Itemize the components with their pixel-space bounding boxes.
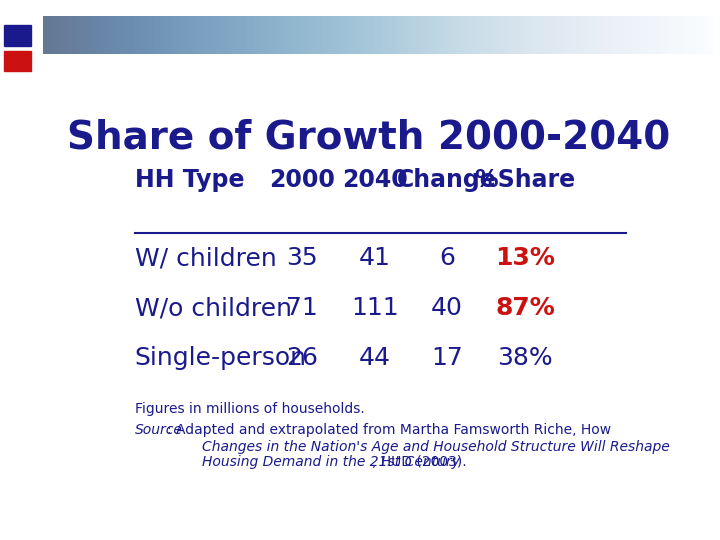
- Text: 26: 26: [286, 346, 318, 370]
- Text: 44: 44: [359, 346, 390, 370]
- Text: Figures in millions of households.: Figures in millions of households.: [135, 402, 364, 416]
- Text: HH Type: HH Type: [135, 167, 244, 192]
- Text: Single-person: Single-person: [135, 346, 307, 370]
- Text: Source: Source: [135, 423, 182, 437]
- Text: 13%: 13%: [495, 246, 555, 270]
- Text: : Adapted and extrapolated from Martha Famsworth Riche, How: : Adapted and extrapolated from Martha F…: [167, 423, 611, 437]
- Text: Housing Demand in the 21st Century: Housing Demand in the 21st Century: [202, 455, 459, 469]
- Text: W/ children: W/ children: [135, 246, 276, 270]
- Text: 71: 71: [286, 296, 318, 320]
- Text: Changes in the Nation's Age and Household Structure Will Reshape: Changes in the Nation's Age and Househol…: [202, 440, 670, 454]
- Text: 111: 111: [351, 296, 398, 320]
- Text: 2040: 2040: [342, 167, 408, 192]
- Text: Share of Growth 2000-2040: Share of Growth 2000-2040: [68, 119, 670, 157]
- Text: 6: 6: [439, 246, 455, 270]
- Text: 87%: 87%: [495, 296, 555, 320]
- Text: %Share: %Share: [474, 167, 576, 192]
- Text: 38%: 38%: [498, 346, 553, 370]
- Text: W/o children: W/o children: [135, 296, 292, 320]
- Text: 41: 41: [359, 246, 390, 270]
- Text: 2000: 2000: [269, 167, 335, 192]
- Text: 17: 17: [431, 346, 463, 370]
- Text: Change: Change: [397, 167, 497, 192]
- Text: 35: 35: [287, 246, 318, 270]
- Text: 40: 40: [431, 296, 463, 320]
- Text: , HUD (2003).: , HUD (2003).: [372, 455, 467, 469]
